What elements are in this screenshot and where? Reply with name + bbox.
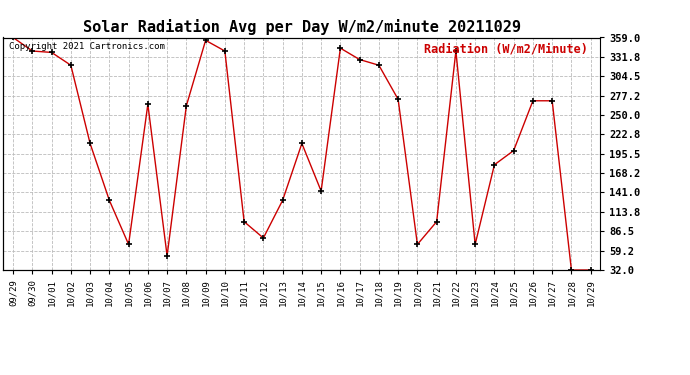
Text: Copyright 2021 Cartronics.com: Copyright 2021 Cartronics.com [10, 42, 166, 51]
Title: Solar Radiation Avg per Day W/m2/minute 20211029: Solar Radiation Avg per Day W/m2/minute … [83, 19, 521, 35]
Text: Radiation (W/m2/Minute): Radiation (W/m2/Minute) [424, 42, 589, 55]
